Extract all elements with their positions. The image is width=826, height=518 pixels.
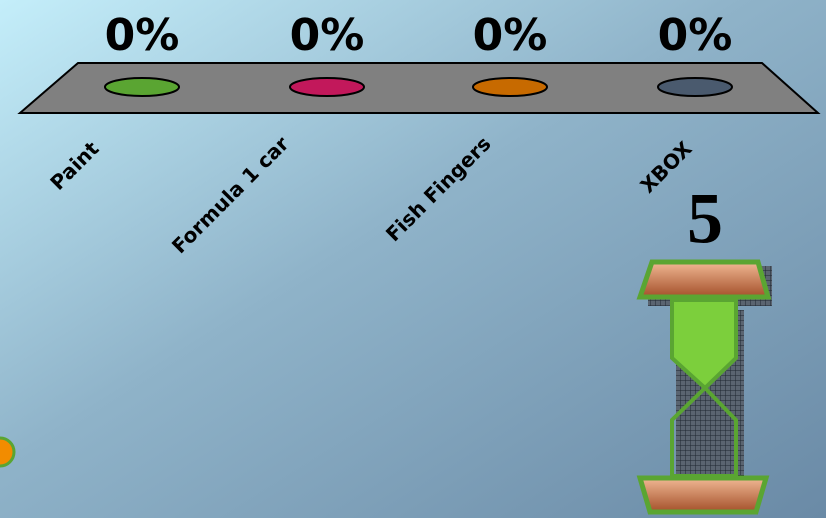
bar-base — [472, 77, 548, 97]
bar-base — [104, 77, 180, 97]
value-label: 0% — [290, 10, 365, 61]
platform — [17, 62, 821, 114]
countdown: 5 — [687, 179, 723, 259]
hourglass-upper-glass — [670, 298, 738, 391]
hourglass-bottom — [636, 475, 770, 515]
value-label: 0% — [105, 10, 180, 61]
bar-base — [289, 77, 365, 97]
value-label: 0% — [658, 10, 733, 61]
value-label: 0% — [473, 10, 548, 61]
corner-badge — [0, 436, 16, 468]
hourglass-top — [636, 259, 772, 300]
bar-base — [657, 77, 733, 97]
hourglass — [636, 259, 772, 515]
